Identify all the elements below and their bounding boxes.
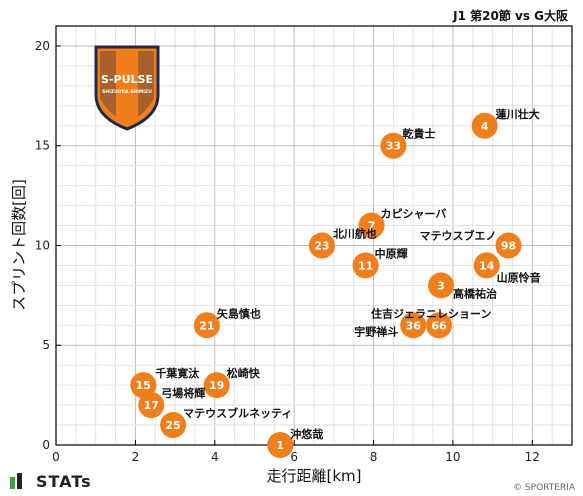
point-number: 7 <box>368 220 376 233</box>
point-label: 北川航也 <box>333 226 377 240</box>
point-label: 沖悠哉 <box>290 427 323 441</box>
point-number: 66 <box>431 319 447 332</box>
point-label: 山原怜音 <box>497 270 541 284</box>
point-marker <box>380 132 407 159</box>
point-marker <box>400 312 427 339</box>
y-tick-label: 0 <box>42 438 50 452</box>
point-label: カピシャーバ <box>381 208 447 221</box>
data-point: 23 北川航也 <box>308 226 377 259</box>
y-axis-title: スプリント回数[回] <box>10 179 28 311</box>
brand-text: STATs <box>36 472 92 491</box>
data-point: 15 千葉寛汰 <box>130 366 200 399</box>
x-axis-ticks: 0 2 4 6 8 10 12 <box>52 440 540 464</box>
x-axis-title: 走行距離[km] <box>266 467 361 485</box>
point-number: 15 <box>136 379 151 392</box>
point-number: 21 <box>199 319 214 332</box>
point-marker <box>138 392 165 419</box>
point-label: 中原輝 <box>375 246 408 260</box>
point-label: 宇野禅斗 <box>354 324 398 338</box>
point-label: 松崎快 <box>227 366 261 380</box>
data-point: 36 宇野禅斗 <box>354 312 427 339</box>
point-number: 11 <box>358 259 373 272</box>
match-title: J1 第20節 vs G大阪 <box>452 8 569 23</box>
x-tick-label: 10 <box>445 450 460 464</box>
x-tick-label: 8 <box>370 450 378 464</box>
point-number: 3 <box>437 279 445 292</box>
data-point: 98 マテウスブエノ <box>419 228 522 259</box>
data-point: 3 高橋祐治 <box>428 272 497 300</box>
logo-stripe <box>138 51 154 117</box>
y-tick-label: 20 <box>35 39 50 53</box>
point-marker <box>426 312 453 339</box>
point-number: 36 <box>406 319 422 332</box>
point-number: 19 <box>209 379 224 392</box>
stats-logo-icon <box>10 473 32 493</box>
team-logo: S-PULSE SHIZUOKA SHIMIZU <box>94 45 160 131</box>
point-label: 矢島慎也 <box>217 306 261 320</box>
point-marker <box>308 232 335 259</box>
x-tick-label: 4 <box>211 450 219 464</box>
point-number: 33 <box>386 140 401 153</box>
x-tick-label: 6 <box>290 450 298 464</box>
point-marker <box>267 432 294 458</box>
point-label: 蓮川壮大 <box>496 107 540 121</box>
y-axis-ticks: 0 5 10 15 20 <box>35 39 61 452</box>
point-number: 25 <box>165 419 180 432</box>
point-number: 1 <box>276 439 284 452</box>
y-tick-label: 5 <box>42 338 50 352</box>
point-marker <box>471 112 498 139</box>
logo-wordmark: S-PULSE <box>101 73 153 86</box>
point-label: 弓場将輝 <box>161 386 205 400</box>
logo-shield <box>94 45 160 131</box>
logo-stripe <box>100 51 116 117</box>
x-tick-label: 0 <box>52 450 60 464</box>
data-point: 7 カピシャーバ <box>358 208 447 239</box>
y-tick-label: 15 <box>35 139 50 153</box>
data-point: 1 沖悠哉 <box>267 427 323 458</box>
point-label: 千葉寛汰 <box>155 366 200 380</box>
point-marker <box>358 212 385 239</box>
point-number: 23 <box>314 239 329 252</box>
point-label: 住吉ジェラニレショーン <box>371 306 491 320</box>
logo-subtext: SHIZUOKA SHIMIZU <box>102 89 152 95</box>
point-label: マテウスブルネッティ <box>183 406 292 420</box>
point-number: 4 <box>481 120 489 133</box>
plot-border <box>55 25 573 446</box>
point-marker <box>160 412 187 439</box>
point-marker <box>203 372 230 399</box>
data-point: 4 蓮川壮大 <box>471 107 540 139</box>
point-label: 高橋祐治 <box>453 286 497 300</box>
point-marker <box>352 252 379 279</box>
point-marker <box>130 372 157 399</box>
copyright-text: © SPORTERIA <box>513 483 575 493</box>
stats-brand: STATs <box>10 472 92 493</box>
y-tick-label: 10 <box>35 238 50 252</box>
point-label: マテウスブエノ <box>419 228 496 242</box>
point-label: 乾貴士 <box>402 127 435 141</box>
point-number: 17 <box>144 399 159 412</box>
point-number: 14 <box>479 259 495 272</box>
x-tick-label: 2 <box>132 450 140 464</box>
point-marker <box>473 252 500 279</box>
point-marker <box>193 312 220 339</box>
point-marker <box>495 232 522 259</box>
point-marker <box>428 272 455 299</box>
point-number: 98 <box>501 239 516 252</box>
x-tick-label: 12 <box>525 450 540 464</box>
